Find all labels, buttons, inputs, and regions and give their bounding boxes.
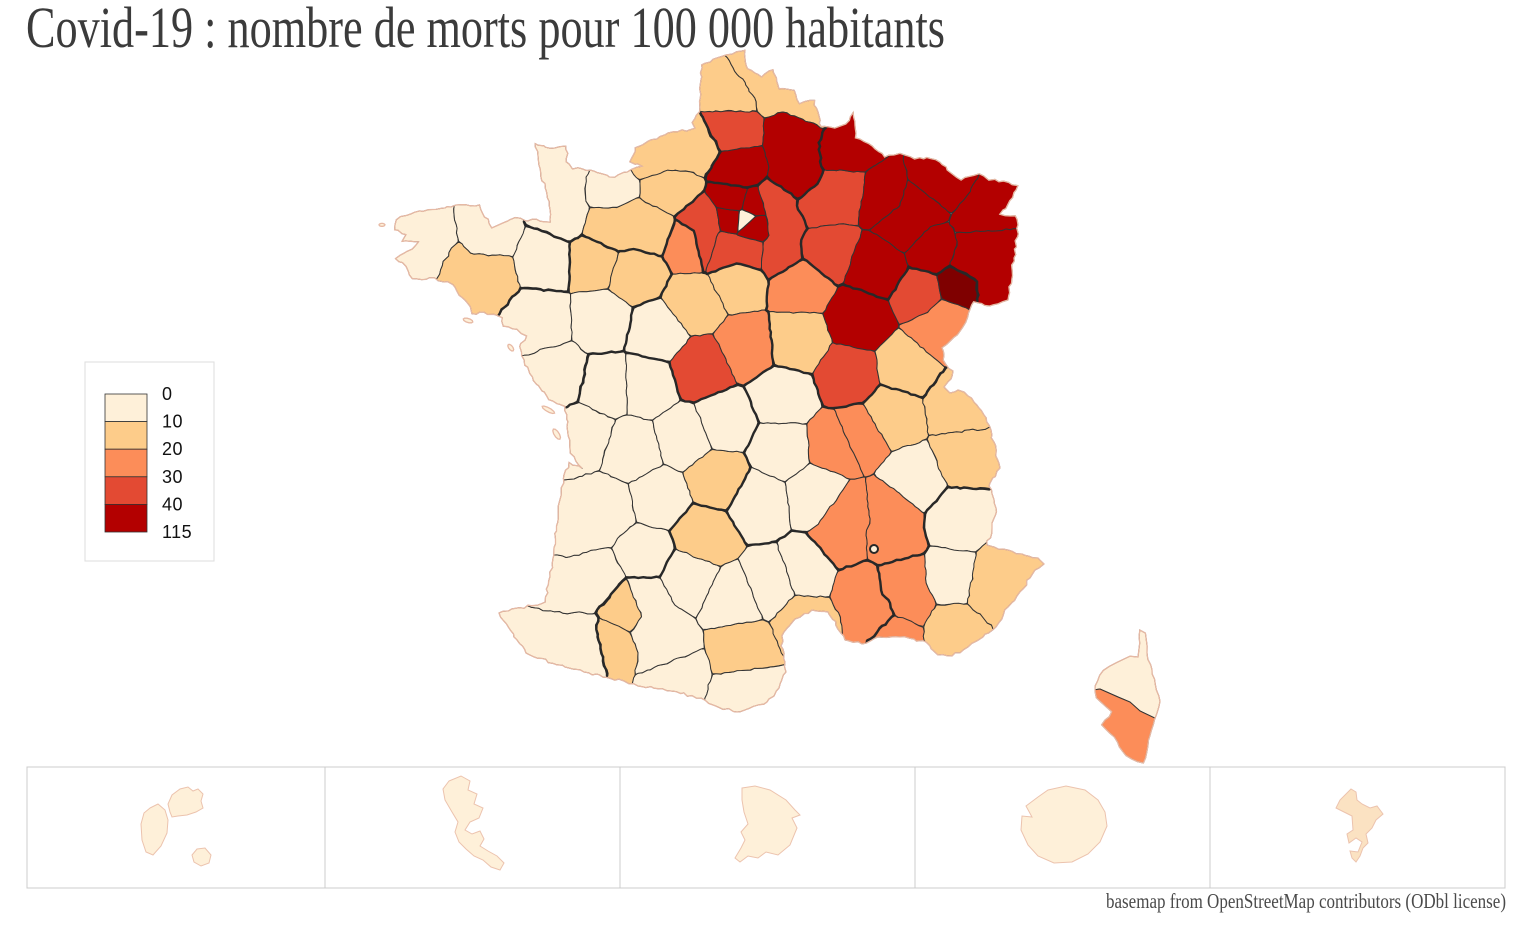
svg-text:Covid-19 : nombre de morts pou: Covid-19 : nombre de morts pour 100 000 … (26, 0, 945, 60)
svg-text:10: 10 (162, 412, 183, 432)
svg-text:20: 20 (162, 439, 183, 459)
svg-text:basemap from OpenStreetMap con: basemap from OpenStreetMap contributors … (1106, 889, 1506, 913)
svg-text:30: 30 (162, 467, 183, 487)
svg-text:115: 115 (162, 522, 192, 542)
svg-text:0: 0 (162, 384, 173, 404)
svg-text:40: 40 (162, 494, 183, 514)
